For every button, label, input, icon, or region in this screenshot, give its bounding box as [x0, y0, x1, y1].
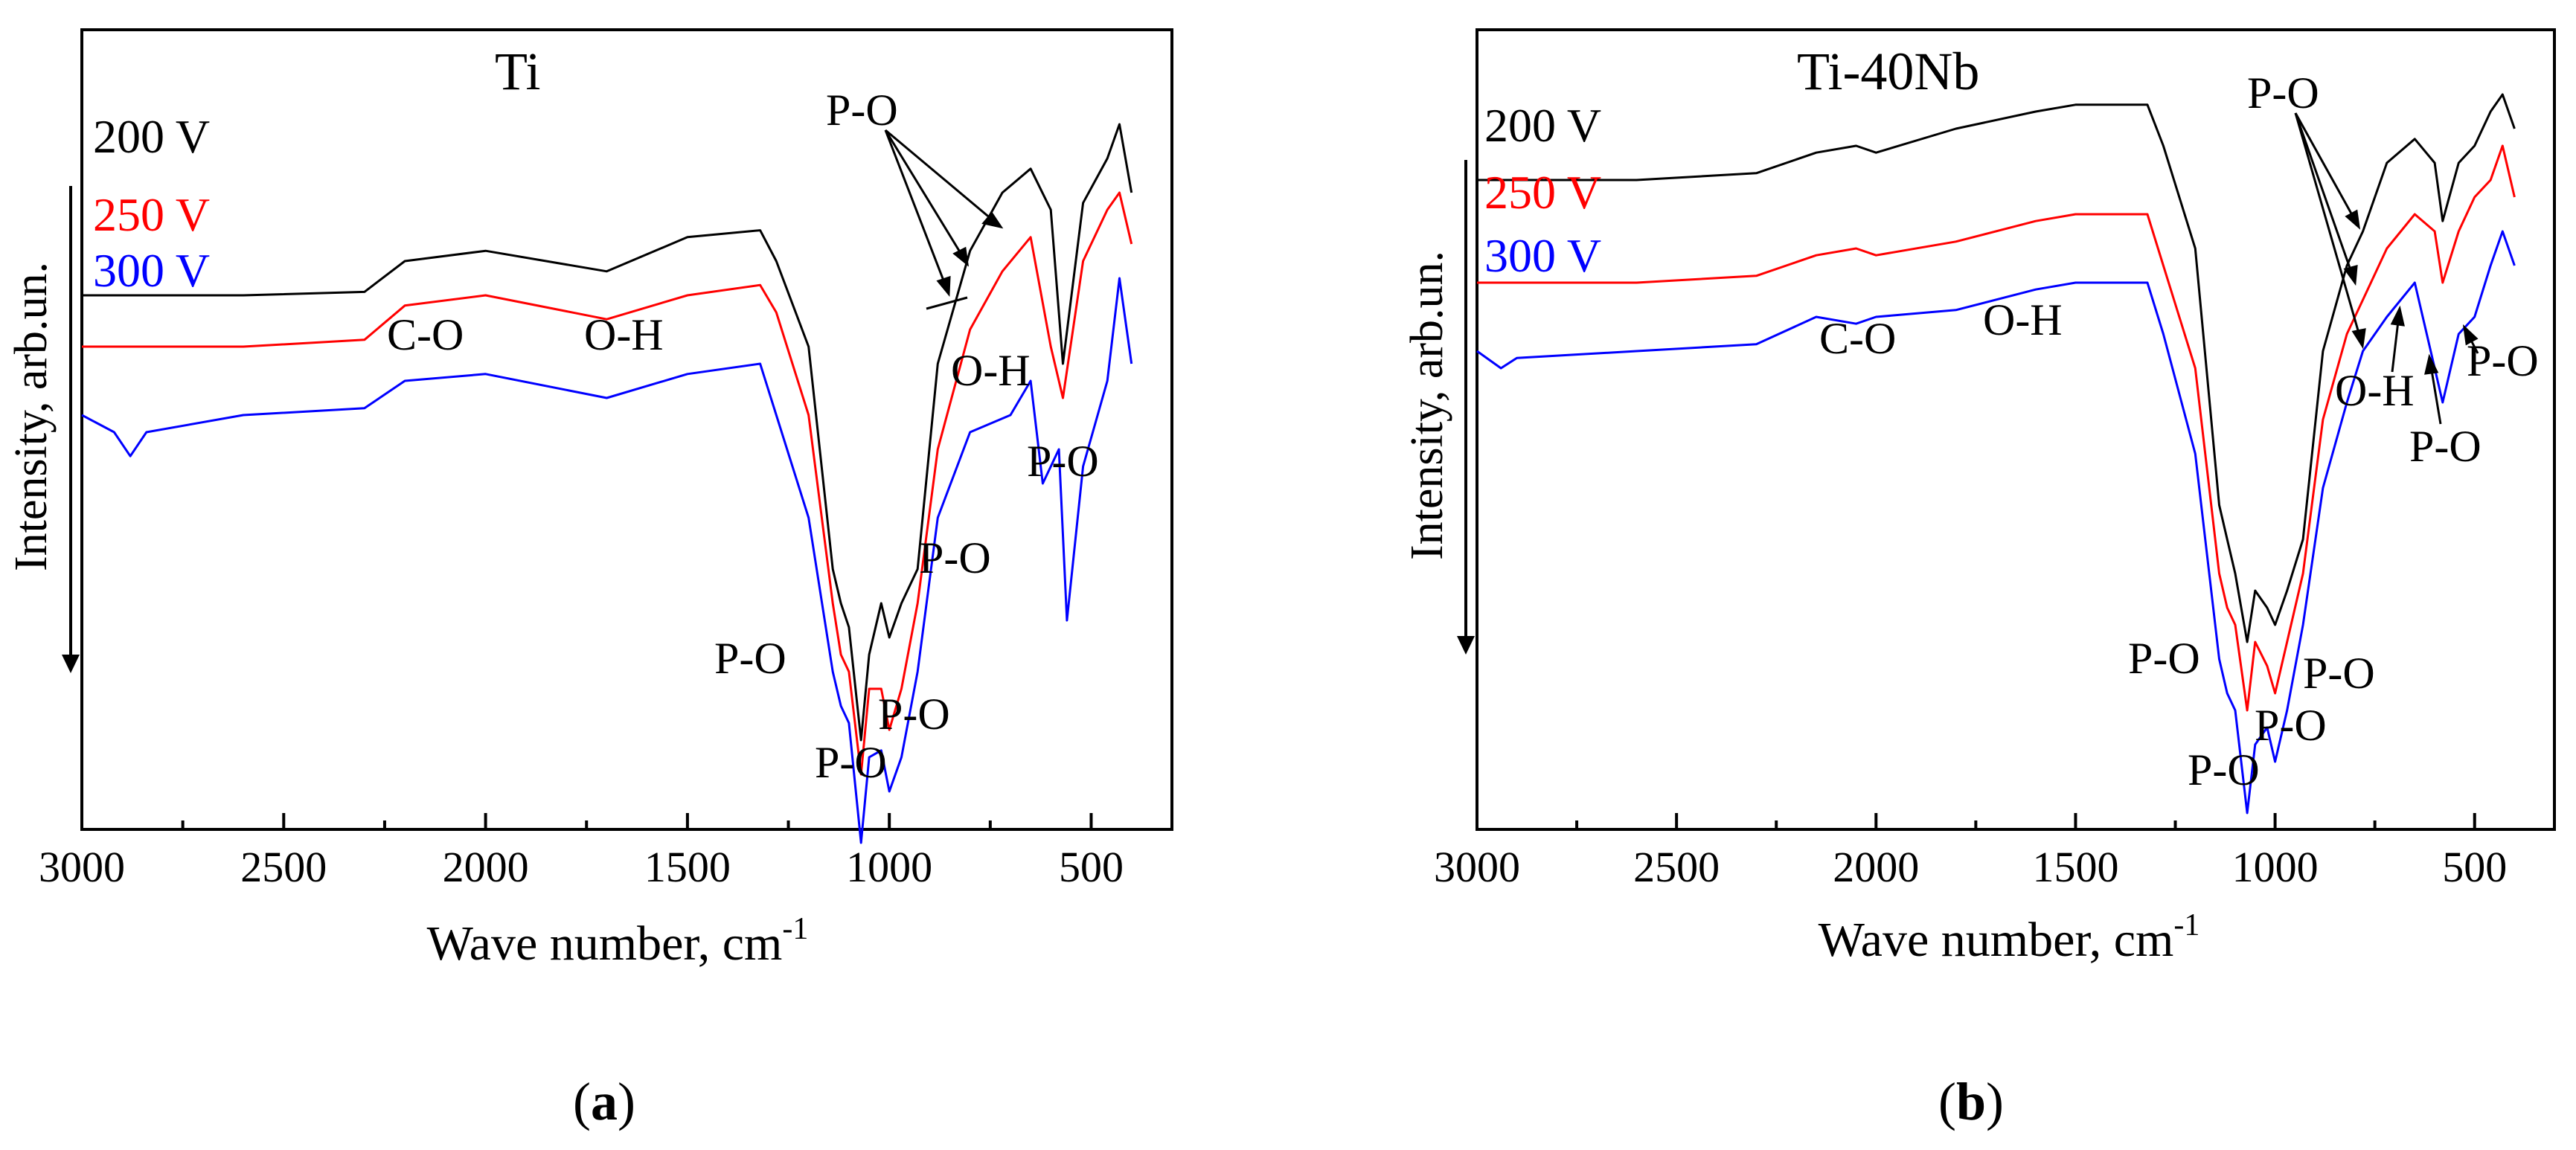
annotation-p-o-far-right: P-O [2467, 336, 2539, 385]
plot-frame [1476, 28, 2556, 831]
annotation-p-o-mid: P-O [2303, 649, 2375, 698]
annotation-o-h-right: O-H [2335, 366, 2415, 415]
annotation-p-o-top: P-O [2247, 68, 2319, 118]
x-tick-label: 3000 [1434, 843, 1520, 891]
series-line-300v [81, 277, 1133, 844]
y-axis-label: Intensity, arb.un. [1402, 251, 1452, 560]
annotation-p-o-right: P-O [1027, 437, 1099, 486]
x-tick-label: 3000 [39, 843, 125, 891]
panel-caption-b: (b) [1938, 1072, 2005, 1131]
y-axis-label: Intensity, arb.un. [6, 262, 57, 571]
panel-caption-a: (a) [573, 1072, 635, 1131]
x-axis-label: Wave number, cm-1 [1819, 908, 2200, 967]
x-tick-label: 2500 [240, 843, 327, 891]
x-axis-label-superscript: -1 [782, 912, 808, 946]
legend-label-200v: 200 V [93, 110, 210, 163]
x-tick-label: 2000 [1833, 843, 1919, 891]
y-axis-label-text: Intensity, arb.un. [6, 262, 57, 571]
plot-frame [80, 28, 1173, 831]
legend-label-200v: 200 V [1484, 99, 1601, 152]
y-direction-arrow [62, 186, 80, 673]
series-line-300v [1476, 230, 2516, 815]
annotation-o-h-left: O-H [1983, 295, 2063, 344]
x-tick-layer: 3000 2500 2000 1500 1000 500 [1434, 813, 2507, 891]
annotation-p-o-bottom: P-O [815, 738, 887, 787]
annotation-c-o: C-O [1819, 314, 1896, 363]
annotation-p-o-mid: P-O [919, 533, 991, 582]
x-axis-label-text: Wave number, cm [427, 916, 783, 971]
legend-label-250v: 250 V [93, 188, 210, 241]
annotation-p-o-right: P-O [2409, 422, 2482, 471]
x-tick-label: 1000 [2232, 843, 2319, 891]
x-tick-label: 2000 [443, 843, 529, 891]
chart-title: Ti [495, 42, 540, 101]
annotation-o-h-right: O-H [951, 346, 1031, 395]
series-layer [81, 123, 1133, 844]
x-tick-label: 2500 [1633, 843, 1720, 891]
x-tick-label: 1000 [846, 843, 932, 891]
panel-label-b: b [1955, 1072, 1987, 1131]
annotation-p-o-lower: P-O [2255, 701, 2327, 750]
annotation-p-o-bottom: P-O [2188, 745, 2260, 794]
annotation-arrows [2294, 112, 2479, 425]
annotation-p-o-left: P-O [714, 634, 786, 683]
series-line-250v [1477, 144, 2516, 712]
chart-panel-b: 3000 2500 2000 1500 1000 500 Ti-40Nb 200 V 25… [1402, 28, 2556, 967]
x-tick-label: 1500 [2032, 843, 2118, 891]
legend-label-300v: 300 V [1484, 229, 1601, 282]
legend-label-250v: 250 V [1484, 166, 1601, 219]
annotation-p-o-lower-right: P-O [878, 690, 950, 739]
x-tick-label: 1500 [644, 843, 731, 891]
annotation-p-o-left: P-O [2128, 634, 2200, 683]
series-line-250v [82, 191, 1133, 776]
annotation-c-o: C-O [387, 310, 464, 359]
y-axis-label-text: Intensity, arb.un. [1402, 251, 1452, 560]
x-tick-label: 500 [1059, 843, 1124, 891]
annotation-o-h-left: O-H [584, 310, 664, 359]
y-direction-arrow [1457, 160, 1475, 655]
x-tick-label: 500 [2442, 843, 2507, 891]
annotation-p-o-top: P-O [826, 86, 898, 135]
x-axis-label-superscript: -1 [2173, 908, 2199, 942]
legend-label-300v: 300 V [93, 244, 210, 297]
x-axis-label-text: Wave number, cm [1819, 913, 2174, 967]
annotation-arrows [884, 129, 1004, 310]
chart-title: Ti-40Nb [1797, 42, 1979, 101]
chart-panel-a: 3000 2500 2000 1500 1000 500 Ti 200 V 250 V 3… [6, 28, 1173, 971]
series-layer [1476, 93, 2516, 815]
series-line-200v [1477, 93, 2516, 643]
x-axis-label: Wave number, cm-1 [427, 912, 809, 971]
series-line-200v [82, 123, 1133, 742]
panel-label-a: a [590, 1072, 618, 1131]
x-tick-layer: 3000 2500 2000 1500 1000 500 [39, 813, 1124, 891]
